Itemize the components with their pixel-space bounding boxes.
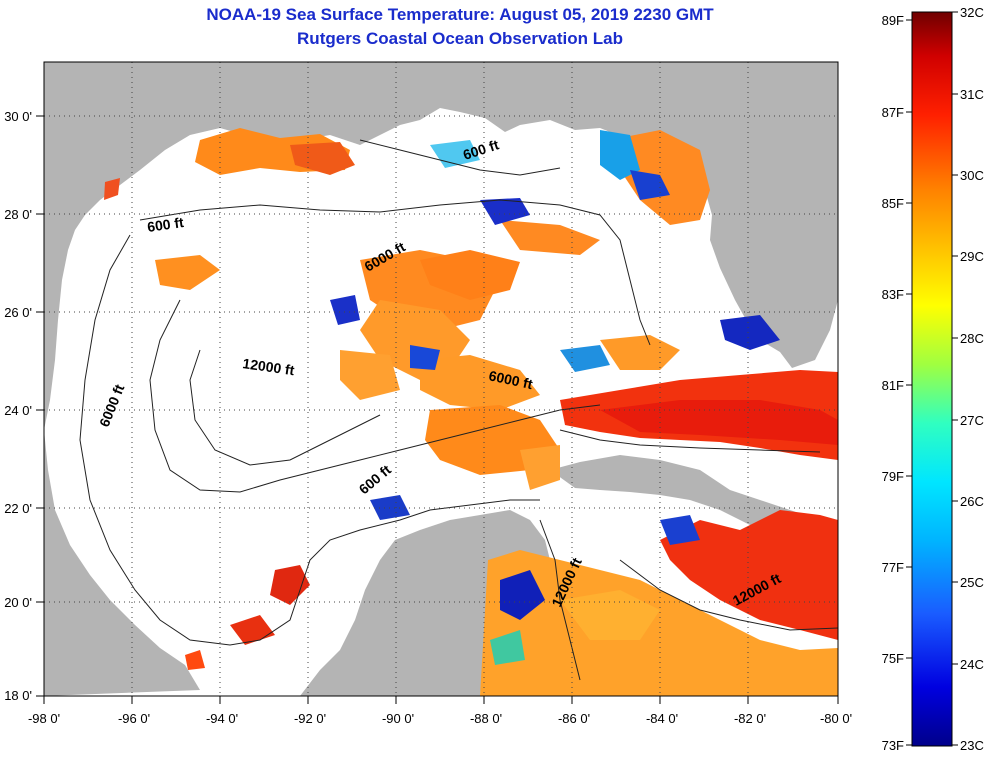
lon-label: -86 0' — [558, 711, 590, 726]
lon-label: -82 0' — [734, 711, 766, 726]
sst-warm-patches — [155, 128, 838, 696]
colorbar-f-label: 79F — [882, 469, 904, 484]
bathymetry-contours — [79, 139, 838, 681]
contour-label: 12000 ft — [242, 355, 296, 378]
plot-frame — [43, 61, 839, 697]
lon-label: -80 0' — [820, 711, 852, 726]
colorbar-f-label: 89F — [882, 13, 904, 28]
longitude-labels: -98 0' -96 0' -94 0' -92 0' -90 0' -88 0… — [28, 711, 852, 726]
colorbar-f-label: 81F — [882, 378, 904, 393]
colorbar-f-label: 75F — [882, 651, 904, 666]
colorbar-f-label: 85F — [882, 196, 904, 211]
colorbar-c-label: 24C — [960, 657, 984, 672]
map-subtitle: Rutgers Coastal Ocean Observation Lab — [297, 29, 623, 48]
lat-label: 22 0' — [4, 501, 32, 516]
lat-label: 28 0' — [4, 207, 32, 222]
graticule — [44, 62, 838, 696]
colorbar-c-label: 29C — [960, 249, 984, 264]
lon-label: -92 0' — [294, 711, 326, 726]
lat-label: 20 0' — [4, 595, 32, 610]
colorbar-c-label: 23C — [960, 738, 984, 753]
colorbar-c-label: 26C — [960, 494, 984, 509]
color-bar: 89F 87F 85F 83F 81F 79F 77F 75F 73F 32C … — [882, 5, 984, 753]
lon-label: -98 0' — [28, 711, 60, 726]
colorbar-c-label: 28C — [960, 331, 984, 346]
colorbar-c-label: 32C — [960, 5, 984, 20]
contour-label: 600 ft — [146, 214, 185, 235]
lon-label: -90 0' — [382, 711, 414, 726]
lat-label: 30 0' — [4, 109, 32, 124]
lon-label: -84 0' — [646, 711, 678, 726]
colorbar-c-label: 27C — [960, 413, 984, 428]
colorbar-f-label: 73F — [882, 738, 904, 753]
lon-label: -96 0' — [118, 711, 150, 726]
lon-label: -88 0' — [470, 711, 502, 726]
color-bar-gradient — [911, 11, 953, 747]
lon-label: -94 0' — [206, 711, 238, 726]
colorbar-c-label: 30C — [960, 168, 984, 183]
colorbar-c-label: 25C — [960, 575, 984, 590]
tick-marks — [36, 115, 839, 704]
lat-label: 18 0' — [4, 688, 32, 703]
colorbar-f-label: 77F — [882, 560, 904, 575]
latitude-labels: 30 0' 28 0' 26 0' 24 0' 22 0' 20 0' 18 0… — [4, 109, 32, 703]
colorbar-f-label: 83F — [882, 287, 904, 302]
sst-hot-patches — [104, 178, 838, 670]
map-title: NOAA-19 Sea Surface Temperature: August … — [206, 5, 714, 24]
colorbar-c-label: 31C — [960, 87, 984, 102]
colorbar-f-label: 87F — [882, 105, 904, 120]
lat-label: 24 0' — [4, 403, 32, 418]
lat-label: 26 0' — [4, 305, 32, 320]
